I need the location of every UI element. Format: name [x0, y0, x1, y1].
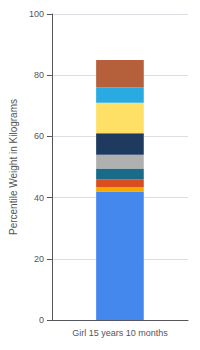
svg-text:40: 40: [34, 193, 44, 203]
svg-text:0: 0: [39, 315, 44, 325]
svg-text:20: 20: [34, 254, 44, 264]
svg-text:80: 80: [34, 70, 44, 80]
svg-text:Percentile Weight in Kilograms: Percentile Weight in Kilograms: [8, 99, 19, 235]
svg-text:Girl 15 years 10 months: Girl 15 years 10 months: [72, 328, 168, 338]
svg-text:100: 100: [29, 9, 44, 19]
svg-text:60: 60: [34, 131, 44, 141]
